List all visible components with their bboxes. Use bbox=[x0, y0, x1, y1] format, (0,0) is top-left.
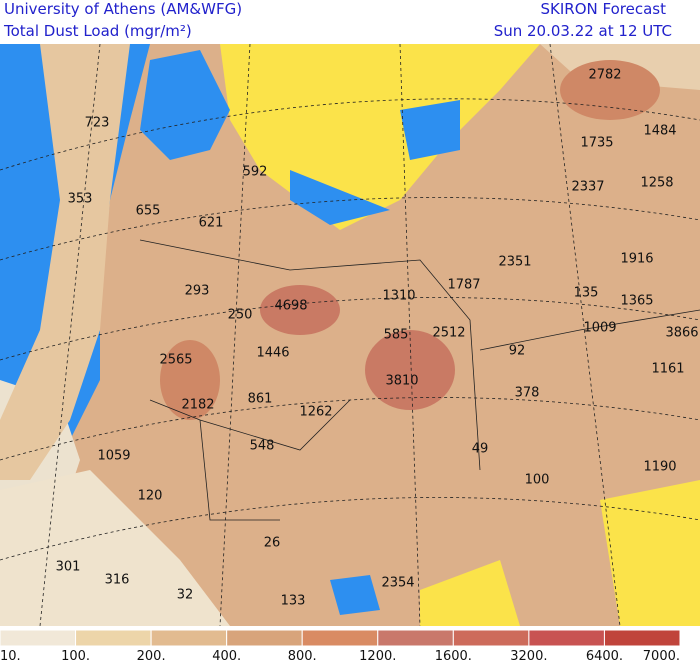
dust-value-label: 1916 bbox=[620, 252, 653, 267]
colorbar-label: 3200. bbox=[510, 649, 547, 662]
dust-value-label: 135 bbox=[574, 286, 599, 301]
dust-value-label: 92 bbox=[509, 344, 526, 359]
colorbar-swatch bbox=[150, 629, 228, 647]
dust-value-label: 1258 bbox=[640, 176, 673, 191]
colorbar-swatch bbox=[75, 629, 152, 647]
dust-value-label: 26 bbox=[264, 536, 281, 551]
header-time: Sun 20.03.22 at 12 UTC bbox=[494, 22, 672, 40]
dust-value-label: 133 bbox=[281, 594, 306, 609]
colorbar-swatch bbox=[0, 629, 77, 647]
dust-value-label: 1365 bbox=[620, 294, 653, 309]
colorbar-label: 6400. bbox=[586, 649, 623, 662]
dust-value-label: 2565 bbox=[159, 353, 192, 368]
dust-core bbox=[160, 340, 220, 420]
dust-value-label: 301 bbox=[56, 560, 81, 575]
dust-value-label: 250 bbox=[228, 308, 253, 323]
mediterranean bbox=[290, 170, 390, 225]
borders bbox=[139, 239, 700, 521]
dust-value-label: 3866 bbox=[665, 326, 698, 341]
colorbar-label: 400. bbox=[212, 649, 241, 662]
colorbar-label: 1600. bbox=[435, 649, 472, 662]
dust-value-label: 2337 bbox=[571, 180, 604, 195]
colorbar-label: 1200. bbox=[359, 649, 396, 662]
dust-value-label: 621 bbox=[199, 216, 224, 231]
dust-value-label: 1310 bbox=[382, 289, 415, 304]
dust-value-label: 100 bbox=[525, 473, 550, 488]
header-forecast: SKIRON Forecast bbox=[541, 0, 667, 18]
dust-value-label: 655 bbox=[136, 204, 161, 219]
colorbar-swatch bbox=[226, 629, 303, 647]
colorbar-label: 10. bbox=[0, 649, 21, 662]
colorbar-label: 800. bbox=[288, 649, 317, 662]
dust-value-label: 49 bbox=[472, 442, 489, 457]
dust-value-label: 861 bbox=[248, 392, 273, 407]
dust-value-label: 1262 bbox=[299, 405, 332, 420]
clean-area bbox=[420, 560, 520, 626]
dust-value-label: 316 bbox=[105, 573, 130, 588]
clean-area bbox=[600, 480, 700, 626]
header-product: Total Dust Load (mgr/m²) bbox=[3, 22, 192, 40]
header-institution: University of Athens (AM&WFG) bbox=[4, 0, 242, 18]
dust-value-label: 2512 bbox=[432, 326, 465, 341]
dust-core bbox=[560, 60, 660, 120]
dust-value-label: 723 bbox=[85, 116, 110, 131]
dust-value-label: 1735 bbox=[580, 136, 613, 151]
dust-core bbox=[365, 330, 455, 410]
north-sea bbox=[140, 50, 230, 160]
dust-value-label: 1787 bbox=[447, 278, 480, 293]
colorbar-label: 200. bbox=[137, 649, 166, 662]
dust-value-label: 378 bbox=[515, 386, 540, 401]
dust-value-label: 1446 bbox=[256, 346, 289, 361]
colorbar-swatch bbox=[603, 629, 681, 647]
dust-value-label: 293 bbox=[185, 284, 210, 299]
dust-value-label: 1009 bbox=[583, 321, 616, 336]
colorbar-label: 7000. bbox=[643, 649, 680, 662]
low-dust bbox=[0, 470, 230, 626]
dust-value-label: 592 bbox=[243, 165, 268, 180]
colorbar-label: 100. bbox=[61, 649, 90, 662]
colorbar-swatch bbox=[301, 629, 379, 647]
dust-value-label: 1059 bbox=[97, 449, 130, 464]
dust-value-label: 353 bbox=[68, 192, 93, 207]
dust-value-label: 1484 bbox=[643, 124, 676, 139]
dust-value-label: 585 bbox=[384, 328, 409, 343]
dust-value-label: 2354 bbox=[381, 576, 414, 591]
dust-value-label: 4698 bbox=[274, 299, 307, 314]
dust-value-label: 32 bbox=[177, 588, 194, 603]
dust-value-label: 1190 bbox=[643, 460, 676, 475]
dust-value-label: 548 bbox=[250, 439, 275, 454]
dust-core bbox=[260, 285, 340, 335]
colorbar-swatch bbox=[377, 629, 454, 647]
dust-value-label: 2782 bbox=[588, 68, 621, 83]
dust-value-label: 2182 bbox=[181, 398, 214, 413]
dust-value-label: 120 bbox=[138, 489, 163, 504]
colorbar-swatch bbox=[452, 629, 530, 647]
dust-plume bbox=[0, 44, 130, 480]
map-labels: 2782 723 1484 1735 353 655 592 2337 1258 621 2351 1… bbox=[56, 68, 699, 609]
dust-value-label: 2351 bbox=[498, 255, 531, 270]
dust-value-label: 3810 bbox=[385, 374, 418, 389]
dust-value-label: 1161 bbox=[651, 362, 684, 377]
gulf bbox=[330, 575, 380, 615]
colorbar-swatch bbox=[528, 629, 605, 647]
black-sea bbox=[400, 100, 460, 160]
colorbar: 10. 100. 200. 400. 800. 1200. 1600. 3200. 6400. 7… bbox=[0, 629, 681, 662]
map bbox=[0, 44, 700, 626]
